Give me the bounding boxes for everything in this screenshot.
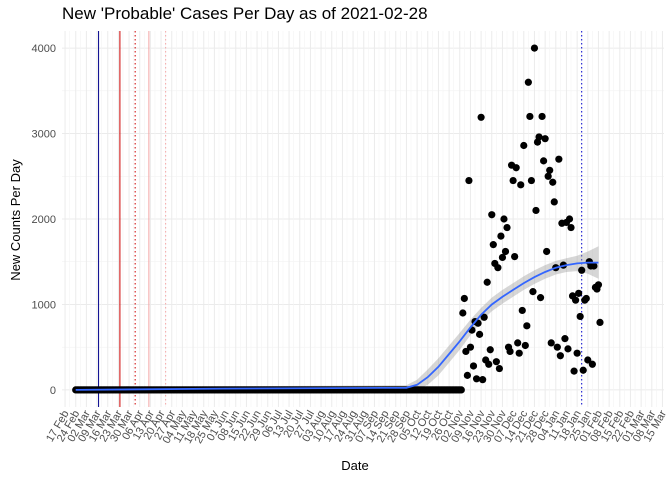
data-point: [582, 294, 590, 303]
data-point: [536, 294, 545, 302]
data-point: [497, 232, 505, 240]
data-point: [479, 376, 487, 384]
y-tick-label: 4000: [32, 43, 56, 55]
data-point: [555, 155, 563, 163]
data-point: [515, 349, 523, 357]
data-point: [483, 278, 491, 286]
grid-layer: [62, 31, 664, 407]
data-point: [535, 133, 543, 141]
data-point: [500, 215, 508, 223]
data-point: [579, 366, 587, 374]
y-tick-label: 0: [50, 385, 56, 397]
data-point: [477, 113, 485, 121]
data-point: [588, 360, 596, 368]
data-point: [538, 112, 546, 121]
data-point: [489, 241, 497, 249]
data-point: [485, 360, 493, 368]
data-point: [469, 362, 478, 370]
data-point: [526, 112, 534, 121]
point-layer: [72, 44, 604, 394]
data-point: [506, 347, 514, 356]
data-point: [463, 371, 471, 379]
data-point: [553, 343, 561, 351]
chart-title: New 'Probable' Cases Per Day as of 2021-…: [62, 4, 428, 23]
data-point: [480, 313, 488, 321]
smooth-trend-line: [75, 261, 599, 391]
data-point: [517, 181, 525, 189]
smooth-layer: [75, 261, 599, 391]
data-point: [596, 318, 604, 326]
y-axis-title: New Counts Per Day: [8, 159, 23, 281]
data-point: [550, 198, 558, 206]
data-point: [495, 364, 504, 373]
confidence-band: [75, 246, 599, 392]
data-point: [494, 264, 502, 272]
data-point: [524, 78, 532, 86]
data-point: [564, 345, 572, 353]
data-point: [475, 330, 484, 338]
data-point: [511, 253, 519, 261]
data-point: [472, 375, 481, 383]
data-point: [460, 294, 468, 303]
y-tick-label: 3000: [32, 129, 56, 141]
data-point: [590, 262, 598, 270]
data-point: [530, 44, 539, 52]
data-point: [578, 266, 586, 274]
data-point: [532, 206, 540, 215]
data-point: [573, 349, 581, 357]
data-point: [518, 306, 526, 315]
data-point: [584, 356, 592, 364]
data-point: [565, 215, 574, 223]
data-point: [512, 164, 520, 172]
data-point: [465, 176, 473, 185]
data-point: [561, 335, 569, 343]
y-tick-label: 1000: [32, 299, 56, 311]
data-point: [567, 223, 575, 232]
data-point: [594, 281, 603, 289]
vline-layer: [98, 31, 583, 407]
data-point: [549, 178, 557, 186]
x-axis-title: Date: [341, 458, 368, 473]
data-point: [498, 253, 507, 262]
data-point: [556, 352, 564, 360]
data-point: [501, 247, 510, 256]
data-point: [547, 339, 555, 347]
data-point: [546, 166, 554, 174]
data-point: [514, 339, 522, 347]
data-point: [576, 312, 584, 321]
data-point: [492, 358, 500, 366]
data-point: [543, 247, 551, 256]
data-point: [486, 346, 494, 354]
data-point: [503, 223, 511, 232]
data-point: [457, 386, 465, 394]
data-point: [488, 211, 496, 219]
data-point: [466, 343, 475, 351]
data-point: [540, 157, 548, 165]
y-tick-label: 2000: [32, 214, 56, 226]
data-point: [521, 341, 529, 350]
data-point: [529, 288, 537, 296]
band-layer: [75, 246, 599, 392]
data-point: [459, 309, 467, 317]
data-point: [541, 135, 549, 143]
data-point: [575, 289, 583, 297]
data-point: [544, 172, 552, 180]
data-point: [509, 176, 517, 185]
data-point: [523, 322, 531, 330]
data-point: [570, 367, 578, 375]
data-point: [527, 176, 536, 185]
data-point: [520, 141, 528, 150]
data-point: [462, 347, 470, 356]
data-point: [572, 296, 580, 304]
